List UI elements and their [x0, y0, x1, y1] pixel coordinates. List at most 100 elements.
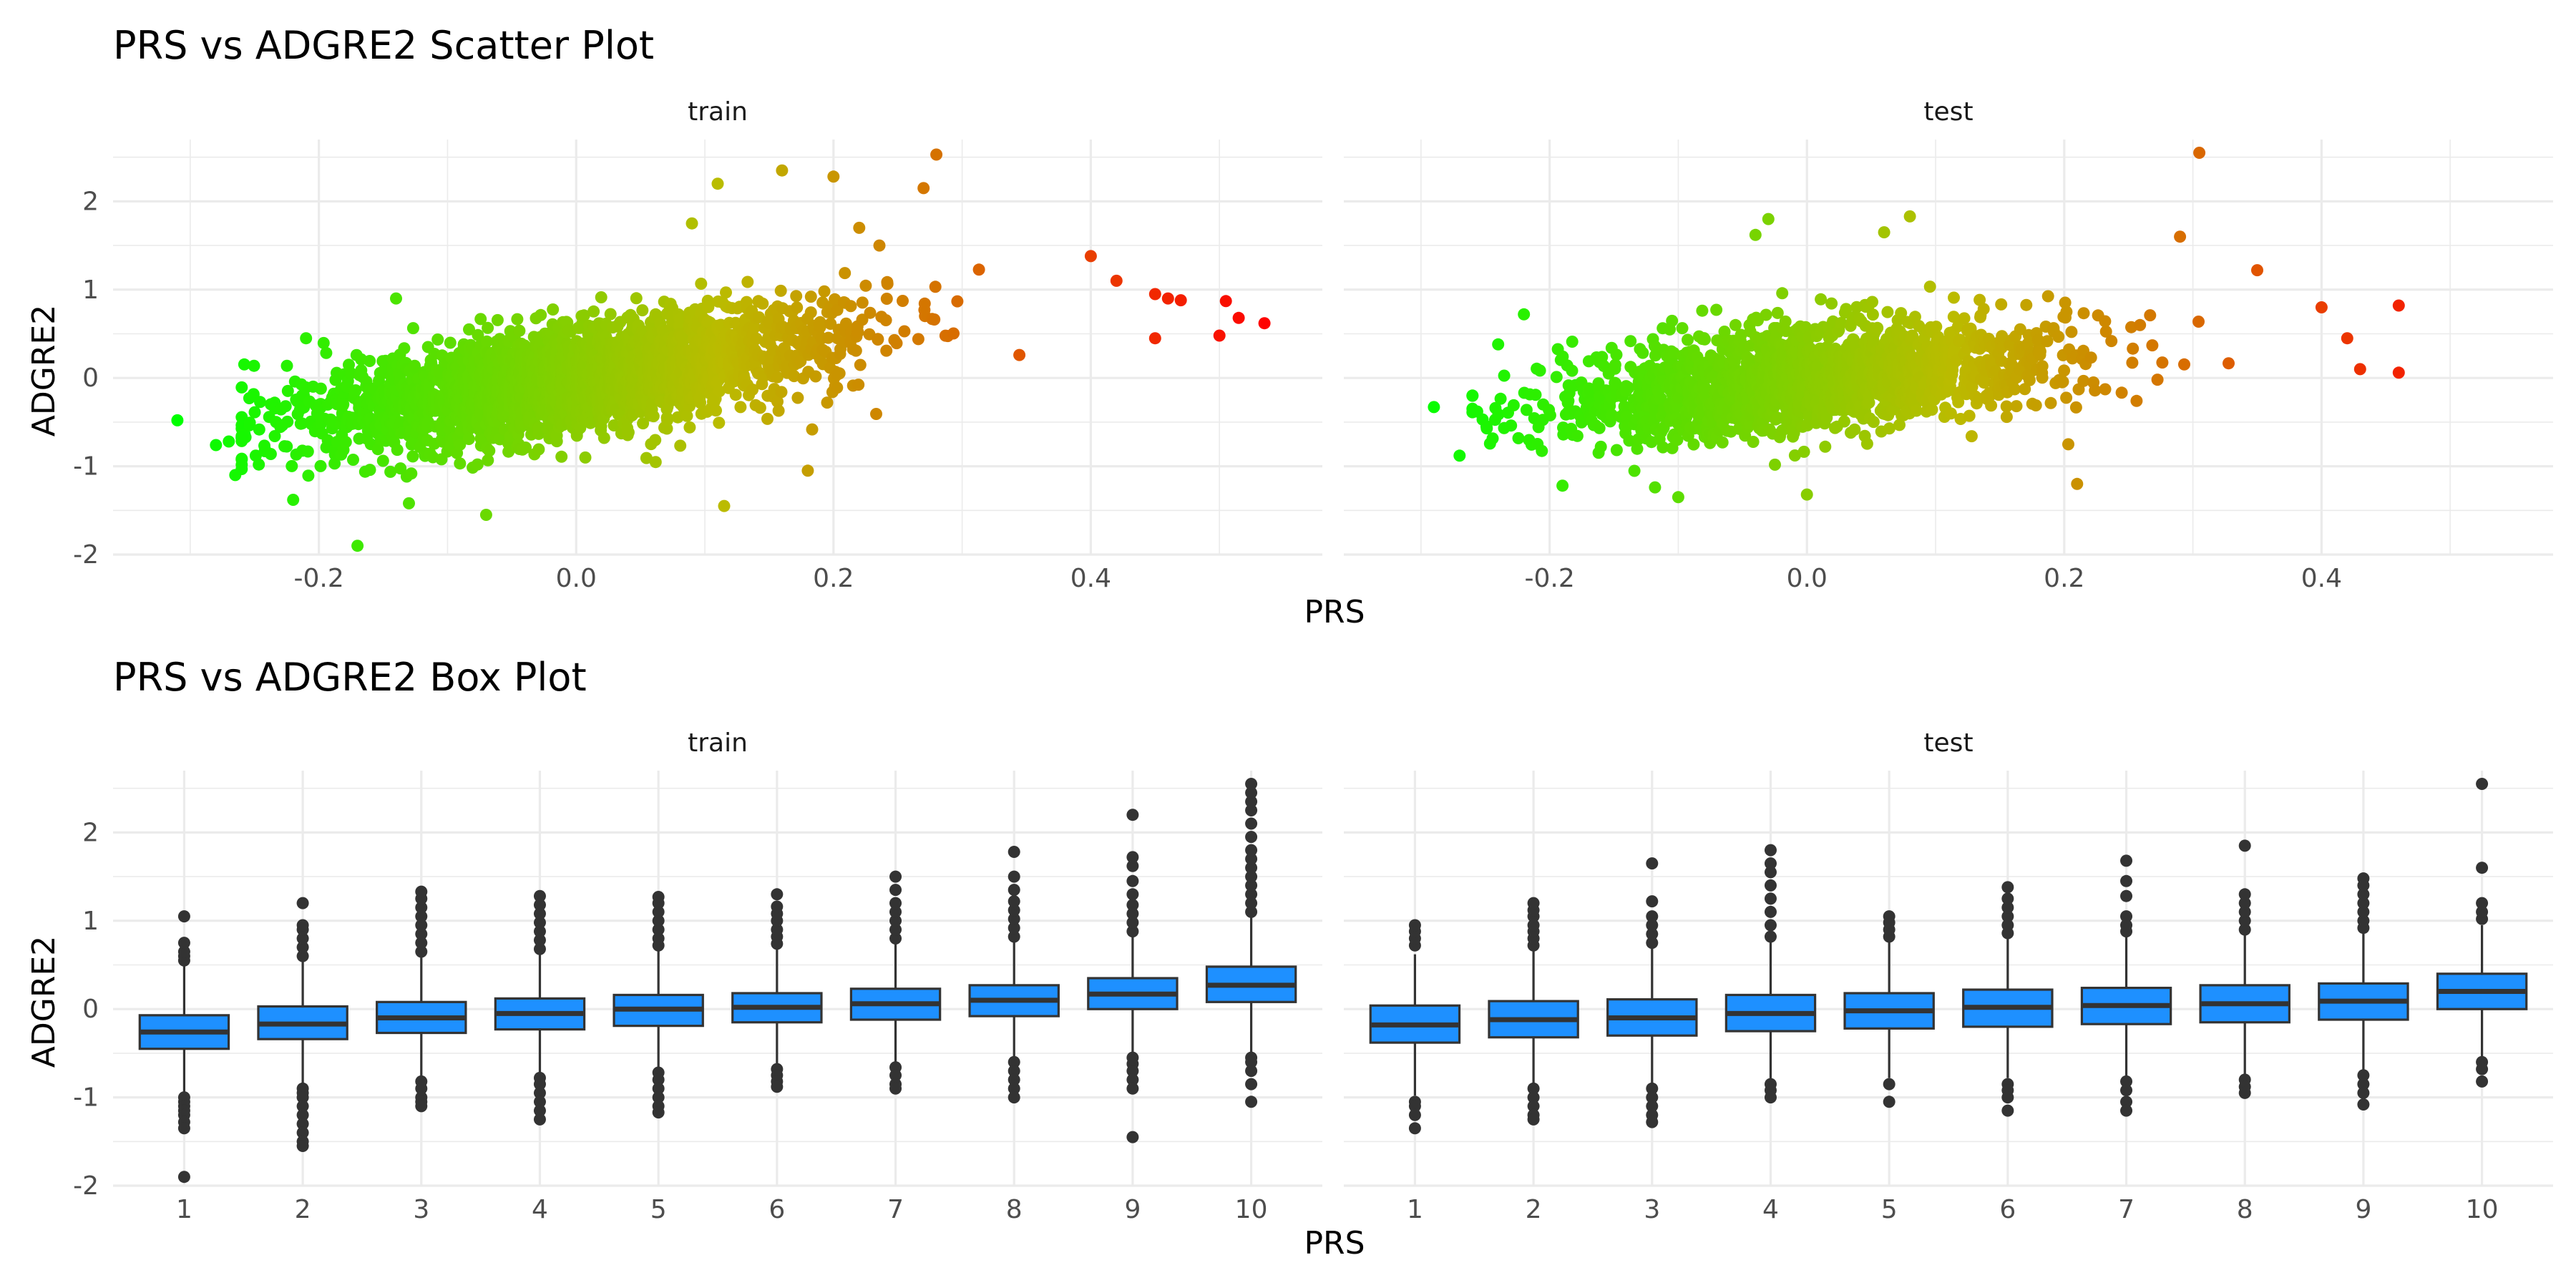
scatter-point	[281, 384, 294, 397]
scatter-point	[1628, 464, 1641, 477]
scatter-point	[1505, 419, 1518, 432]
scatter-point	[1213, 329, 1226, 342]
scatter-point	[753, 401, 766, 414]
scatter-point	[711, 177, 724, 190]
scatter-point	[2000, 411, 2013, 424]
scatter-point	[622, 426, 635, 439]
scatter-point	[1649, 481, 1662, 494]
scatter-point	[2099, 315, 2112, 328]
scatter-point	[1930, 321, 1943, 333]
outlier-point	[1008, 895, 1020, 908]
outlier-point	[889, 1082, 902, 1095]
scatter-point	[929, 280, 942, 293]
scatter-point	[406, 450, 419, 463]
x-tick-label: 7	[887, 1195, 904, 1224]
scatter-point	[235, 431, 248, 444]
scatter-point	[483, 444, 496, 457]
y-tick-label: 2	[82, 187, 99, 216]
scatter-section: PRS vs ADGRE2 Scatter Plot train test -0…	[26, 23, 2553, 630]
scatter-point	[471, 458, 484, 471]
scatter-point	[951, 295, 964, 308]
x-tick-label: 1	[176, 1195, 192, 1224]
outlier-point	[1126, 809, 1139, 821]
outlier-point	[177, 1171, 190, 1184]
scatter-point	[1963, 409, 1976, 422]
scatter-point	[364, 464, 376, 477]
x-tick-label: 8	[1006, 1195, 1023, 1224]
scatter-point	[774, 284, 787, 297]
outlier-point	[1764, 1091, 1777, 1104]
scatter-point	[1878, 226, 1890, 239]
scatter-point	[1958, 312, 1971, 325]
x-tick-label: 5	[650, 1195, 667, 1224]
scatter-point	[839, 267, 852, 280]
scatter-strip-test: test	[1923, 97, 1973, 127]
scatter-point	[1507, 399, 1520, 411]
outlier-point	[889, 884, 902, 897]
scatter-point	[550, 435, 563, 448]
scatter-point	[890, 337, 903, 350]
scatter-point	[2084, 351, 2097, 364]
scatter-point	[519, 441, 532, 454]
outlier-point	[2001, 892, 2014, 905]
scatter-point	[1148, 288, 1161, 301]
scatter-point	[1636, 346, 1649, 359]
scatter-point	[1866, 296, 1878, 308]
outlier-point	[1646, 910, 1659, 923]
scatter-point	[870, 408, 882, 420]
scatter-point	[859, 279, 872, 292]
scatter-point	[831, 381, 844, 394]
outlier-point	[1764, 879, 1777, 892]
scatter-point	[280, 359, 293, 372]
outlier-point	[415, 1100, 428, 1113]
scatter-point	[1819, 440, 1832, 453]
scatter-point	[821, 396, 834, 409]
scatter-point	[1871, 321, 1884, 334]
scatter-strip-train: train	[688, 97, 748, 127]
scatter-point	[604, 308, 617, 321]
scatter-point	[1219, 295, 1232, 308]
scatter-point	[1533, 364, 1546, 377]
scatter-point	[2134, 318, 2147, 331]
scatter-point	[2392, 366, 2405, 379]
scatter-point	[897, 295, 909, 307]
scatter-point	[1985, 399, 1998, 412]
scatter-point	[403, 497, 415, 509]
outlier-point	[1646, 1116, 1659, 1128]
scatter-point	[2052, 331, 2065, 343]
scatter-point	[235, 381, 248, 394]
scatter-point	[371, 443, 384, 456]
scatter-point	[2036, 371, 2049, 384]
scatter-point	[2130, 394, 2143, 407]
scatter-point	[253, 458, 265, 471]
scatter-point	[729, 389, 742, 401]
scatter-point	[339, 436, 352, 449]
outlier-point	[2476, 1063, 2489, 1075]
scatter-point	[801, 464, 814, 477]
scatter-point	[647, 410, 660, 423]
scatter-point	[806, 423, 819, 436]
scatter-point	[2115, 386, 2128, 399]
scatter-point	[1965, 430, 1978, 443]
scatter-point	[673, 313, 686, 326]
scatter-point	[1696, 304, 1709, 317]
scatter-point	[772, 404, 785, 417]
scatter-point	[1593, 421, 1606, 434]
outlier-point	[1646, 895, 1659, 908]
outlier-point	[2357, 1086, 2370, 1099]
x-tick-label: 3	[413, 1195, 429, 1224]
box-x-axis-title: PRS	[1304, 1225, 1365, 1262]
scatter-point	[1716, 436, 1729, 449]
outlier-point	[1245, 1096, 1258, 1108]
scatter-point	[1550, 371, 1563, 384]
scatter-point	[756, 297, 769, 310]
outlier-point	[1764, 919, 1777, 932]
scatter-point	[1486, 432, 1499, 445]
outlier-point	[296, 919, 309, 932]
scatter-point	[637, 417, 650, 430]
scatter-point	[718, 499, 731, 512]
scatter-point	[1866, 308, 1879, 321]
scatter-point	[2178, 358, 2190, 371]
scatter-point	[1494, 392, 1507, 405]
